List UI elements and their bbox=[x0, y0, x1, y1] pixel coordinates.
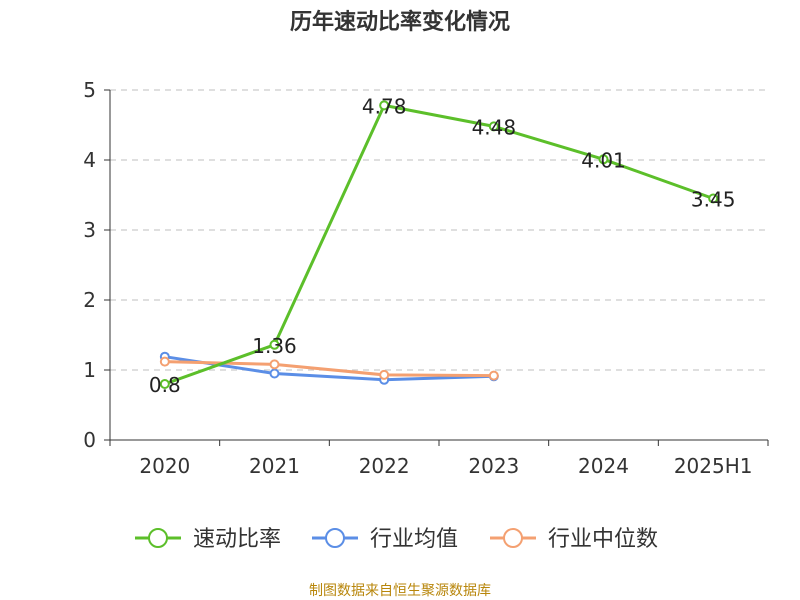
data-label: 4.01 bbox=[581, 148, 626, 172]
y-tick-label: 3 bbox=[83, 218, 96, 242]
data-point bbox=[269, 359, 280, 370]
data-label: 1.36 bbox=[252, 334, 297, 358]
x-tick-label: 2023 bbox=[468, 454, 519, 478]
legend-label: 行业中位数 bbox=[548, 527, 658, 552]
data-label: 4.48 bbox=[472, 115, 517, 139]
data-point bbox=[159, 356, 170, 367]
series-group bbox=[159, 100, 719, 389]
y-tick-label: 4 bbox=[83, 148, 96, 172]
data-labels: 0.8 1.36 4.78 4.48 4.01 3.45 bbox=[149, 94, 736, 397]
data-point bbox=[598, 154, 609, 165]
grid-lines bbox=[110, 89, 768, 371]
data-point bbox=[379, 100, 390, 111]
y-tick-label: 5 bbox=[83, 78, 96, 102]
data-point bbox=[269, 368, 280, 379]
y-tick-label: 2 bbox=[83, 288, 96, 312]
y-tick-label: 0 bbox=[83, 428, 96, 452]
x-tick-label: 2020 bbox=[139, 454, 190, 478]
legend-item: 行业中位数 bbox=[490, 527, 658, 552]
data-point bbox=[159, 379, 170, 389]
x-tick-label: 2022 bbox=[359, 454, 410, 478]
data-point bbox=[269, 339, 280, 350]
legend-swatch-marker bbox=[503, 528, 523, 548]
data-label: 3.45 bbox=[691, 188, 736, 212]
legend-swatch-marker bbox=[148, 528, 168, 548]
legend-swatch-marker bbox=[325, 528, 345, 548]
chart-title: 历年速动比率变化情况 bbox=[289, 10, 510, 35]
legend-item: 速动比率 bbox=[135, 527, 281, 552]
data-label: 4.78 bbox=[362, 94, 407, 118]
x-tick-label: 2025H1 bbox=[674, 454, 753, 478]
x-tick-label: 2021 bbox=[249, 454, 300, 478]
series-line-2 bbox=[164, 360, 494, 378]
legend: 速动比率 行业均值 行业中位数 bbox=[135, 527, 658, 552]
data-point bbox=[708, 193, 719, 204]
legend-label: 速动比率 bbox=[193, 527, 281, 552]
data-point bbox=[488, 370, 499, 381]
legend-item: 行业均值 bbox=[312, 527, 458, 552]
data-label: 0.8 bbox=[149, 373, 181, 397]
axes: 0 1 2 3 4 5 2020 2021 2022 2023 2024 2025H1 bbox=[83, 78, 769, 478]
x-tick-label: 2024 bbox=[578, 454, 629, 478]
data-point bbox=[488, 121, 499, 132]
data-point bbox=[379, 369, 390, 380]
y-tick-label: 1 bbox=[83, 358, 96, 382]
series-line-0 bbox=[164, 103, 714, 386]
source-note: 制图数据来自恒生聚源数据库 bbox=[309, 583, 491, 599]
legend-label: 行业均值 bbox=[370, 527, 458, 552]
